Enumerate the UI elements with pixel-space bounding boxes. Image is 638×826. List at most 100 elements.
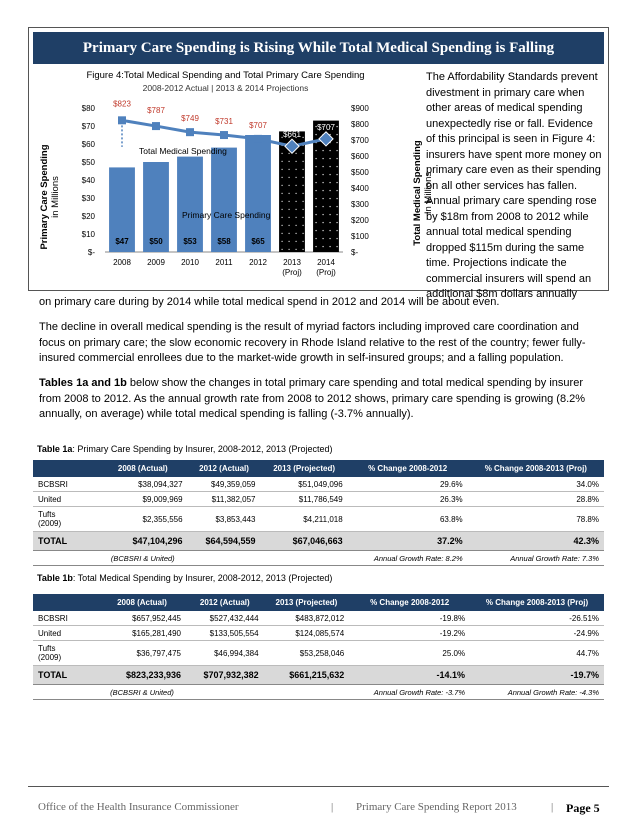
line-series-label: Total Medical Spending (139, 146, 227, 156)
page-footer: Office of the Health Insurance Commissio… (28, 786, 609, 815)
line-marker (186, 128, 194, 137)
column-header: 2012 (Actual) (186, 594, 264, 611)
table-cell: $483,872,012 (263, 611, 350, 626)
primary-care-bar (245, 135, 271, 252)
table-cell: $527,432,444 (186, 611, 264, 626)
projection-dot (329, 213, 331, 216)
x-category-label: 2010 (181, 258, 199, 267)
table-cell: Annual Growth Rate: 7.3% (467, 550, 604, 566)
projection-dot (302, 152, 304, 155)
projection-dot (336, 237, 338, 240)
line-marker (220, 131, 228, 140)
projection-dot (302, 248, 304, 251)
projection-dot (336, 245, 338, 248)
primary-care-bar (109, 167, 135, 252)
table-cell (260, 550, 348, 566)
column-header: % Change 2008-2012 (347, 460, 468, 477)
projection-dot (336, 197, 338, 200)
projection-dot (336, 165, 338, 168)
projection-dot (281, 160, 283, 163)
projection-dot (295, 216, 297, 219)
projection-dot (336, 125, 338, 128)
table-cell: $64,594,559 (187, 531, 261, 551)
primary-care-bar (177, 156, 203, 252)
projection-dot (302, 160, 304, 163)
line-value-label: $823 (113, 99, 131, 108)
table-cell: 26.3% (347, 491, 468, 507)
projection-dot (288, 216, 290, 219)
table-cell: $53,258,046 (263, 640, 350, 666)
y-left-tick: $80 (82, 104, 96, 113)
table-cell: -19.8% (349, 611, 471, 626)
projection-dot (302, 200, 304, 203)
table-1a-caption-text: : Primary Care Spending by Insurer, 2008… (72, 444, 333, 454)
y-left-tick: $50 (82, 158, 96, 167)
projection-dot (288, 224, 290, 227)
projection-dot (302, 232, 304, 235)
y-left-tick: $30 (82, 194, 96, 203)
table-cell (33, 684, 98, 700)
footer-separator: | (551, 801, 554, 813)
y-right-tick: $800 (351, 120, 369, 129)
y-right-tick: $900 (351, 104, 369, 113)
projection-dot (315, 173, 317, 176)
x-category-label: 2009 (147, 258, 165, 267)
projection-dot (302, 208, 304, 211)
projection-dot (295, 136, 297, 139)
projection-dot (329, 245, 331, 248)
table-cell: $165,281,490 (98, 625, 186, 641)
table-row: United $165,281,490 $133,505,554 $124,085,5… (33, 625, 604, 641)
projection-dot (329, 165, 331, 168)
projection-dot (302, 224, 304, 227)
bar-series-label: Primary Care Spending (182, 210, 271, 220)
projection-dot (302, 176, 304, 179)
projection-dot (295, 192, 297, 195)
chart-subtitle: 2008-2012 Actual | 2013 & 2014 Projectio… (142, 83, 309, 93)
projection-dot (288, 240, 290, 243)
line-value-label: $749 (181, 114, 199, 123)
projection-dot (315, 221, 317, 224)
y-left-tick: $- (88, 248, 95, 257)
projection-dot (281, 248, 283, 251)
table-1b-caption-text: : Total Medical Spending by Insurer, 200… (72, 573, 333, 583)
table-cell: 42.3% (467, 531, 604, 551)
y-right-tick: $700 (351, 136, 369, 145)
y-right-tick: $500 (351, 168, 369, 177)
y-right-tick: $100 (351, 232, 369, 241)
x-category-label: 2013 (283, 258, 301, 267)
table-cell: -14.1% (349, 665, 471, 685)
projection-dot (322, 189, 324, 192)
table-cell: 63.8% (347, 506, 468, 532)
column-header: 2013 (Projected) (260, 460, 348, 477)
line-value-label: $731 (215, 117, 233, 126)
projection-dot (336, 221, 338, 224)
page-number: Page 5 (566, 801, 600, 815)
projection-dot (315, 197, 317, 200)
table-cell: -26.51% (470, 611, 604, 626)
table-cell: $4,211,018 (260, 506, 348, 532)
projection-dot (329, 149, 331, 152)
projection-dot (336, 141, 338, 144)
projection-dot (329, 205, 331, 208)
table-cell: $133,505,554 (186, 625, 264, 641)
total-row: TOTAL $823,233,936 $707,932,382 $661,215,63… (33, 665, 604, 685)
banner-title: Primary Care Spending is Rising While To… (33, 32, 604, 64)
table-cell: $38,094,327 (98, 477, 188, 492)
column-header: % Change 2008-2013 (Proj) (470, 594, 604, 611)
table-cell: $707,932,382 (186, 665, 264, 685)
column-header (33, 460, 98, 477)
table-cell: $67,046,663 (260, 531, 348, 551)
table-cell: BCBSRI (33, 477, 98, 492)
table-cell: TOTAL (33, 665, 98, 685)
x-category-label: 2014 (317, 258, 335, 267)
table-cell: $47,104,296 (98, 531, 188, 551)
projection-dot (336, 205, 338, 208)
table-row: United $9,009,969 $11,382,057 $11,786,549 26… (33, 491, 604, 507)
y-left-tick: $10 (82, 230, 96, 239)
table-cell: (BCBSRI & United) (98, 684, 186, 700)
bar-value-label: $65 (251, 237, 265, 246)
projection-dot (329, 157, 331, 160)
table-cell: Tufts (2009) (33, 506, 98, 532)
table-1b-label: Table 1b (37, 573, 73, 583)
sidebar-paragraph: The Affordability Standards prevent dive… (426, 71, 602, 300)
